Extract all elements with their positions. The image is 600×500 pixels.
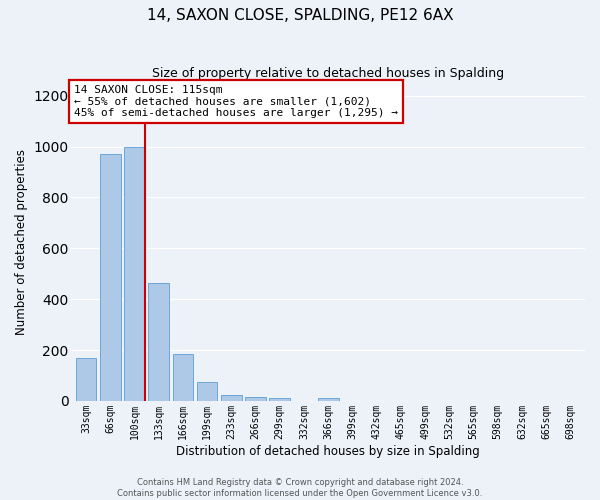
Text: 14 SAXON CLOSE: 115sqm
← 55% of detached houses are smaller (1,602)
45% of semi-: 14 SAXON CLOSE: 115sqm ← 55% of detached…	[74, 84, 398, 118]
Bar	[318, 398, 338, 401]
Bar	[148, 282, 169, 401]
Bar	[245, 397, 266, 401]
X-axis label: Distribution of detached houses by size in Spalding: Distribution of detached houses by size …	[176, 444, 480, 458]
Bar	[76, 358, 96, 401]
Bar	[221, 394, 242, 401]
Text: Contains HM Land Registry data © Crown copyright and database right 2024.
Contai: Contains HM Land Registry data © Crown c…	[118, 478, 482, 498]
Bar	[269, 398, 290, 401]
Bar	[124, 146, 145, 401]
Bar	[173, 354, 193, 401]
Y-axis label: Number of detached properties: Number of detached properties	[15, 149, 28, 335]
Bar	[100, 154, 121, 401]
Text: 14, SAXON CLOSE, SPALDING, PE12 6AX: 14, SAXON CLOSE, SPALDING, PE12 6AX	[146, 8, 454, 22]
Title: Size of property relative to detached houses in Spalding: Size of property relative to detached ho…	[152, 68, 504, 80]
Bar	[197, 382, 217, 401]
